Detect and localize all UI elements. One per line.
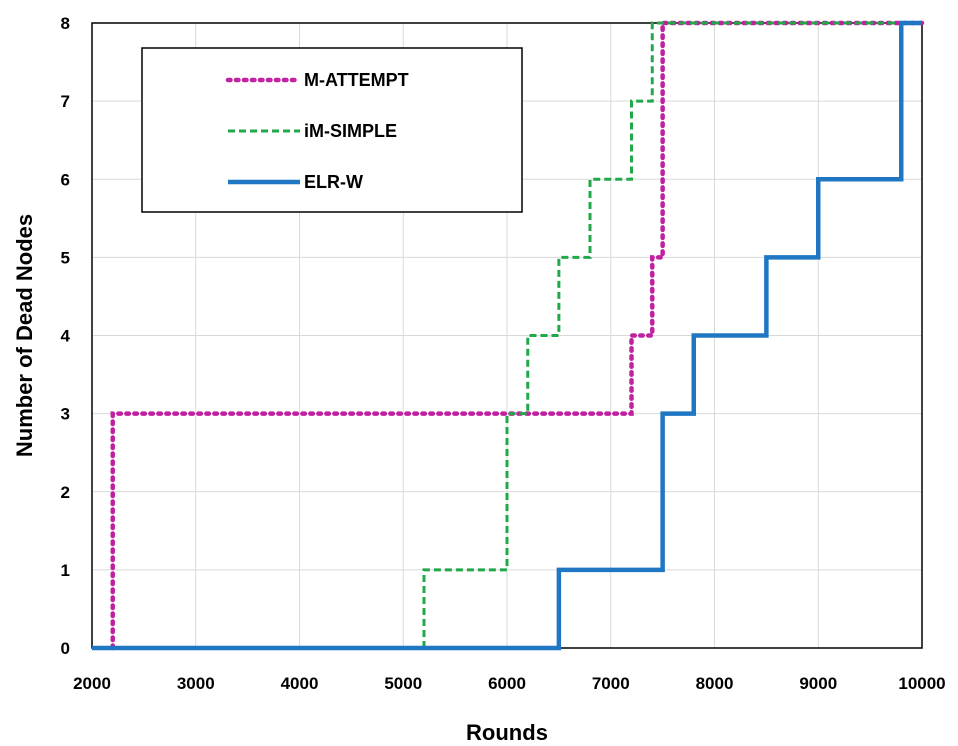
legend-label-1: iM-SIMPLE (304, 121, 397, 141)
y-tick-label: 1 (61, 561, 70, 580)
legend-box (141, 47, 523, 213)
legend-label-2: ELR-W (304, 172, 363, 192)
y-axis-title: Number of Dead Nodes (12, 214, 37, 457)
x-tick-label: 7000 (592, 674, 630, 693)
y-tick-label: 8 (61, 14, 70, 33)
x-axis-title: Rounds (466, 720, 548, 745)
legend: M-ATTEMPT iM-SIMPLE ELR-W (141, 47, 523, 213)
series-group (92, 20, 925, 651)
legend-label-0: M-ATTEMPT (304, 70, 409, 90)
x-tick-label: 9000 (799, 674, 837, 693)
y-tick-label: 4 (61, 327, 71, 346)
x-tick-label: 8000 (696, 674, 734, 693)
series-line-1 (422, 21, 922, 648)
y-tick-label: 7 (61, 92, 70, 111)
x-tick-label: 2000 (73, 674, 111, 693)
series-line-0 (110, 20, 925, 651)
y-tick-label: 0 (61, 639, 70, 658)
x-tick-label: 6000 (488, 674, 526, 693)
tick-labels: 2000 3000 4000 5000 6000 7000 8000 9000 10000 0 1 2… (61, 14, 946, 693)
series-line-2 (92, 20, 922, 651)
x-tick-label: 4000 (281, 674, 319, 693)
x-tick-label: 10000 (898, 674, 945, 693)
y-tick-label: 3 (61, 405, 70, 424)
x-tick-label: 3000 (177, 674, 215, 693)
y-tick-label: 2 (61, 483, 70, 502)
y-tick-label: 5 (61, 248, 70, 267)
x-tick-label: 5000 (384, 674, 422, 693)
y-tick-label: 6 (61, 170, 70, 189)
